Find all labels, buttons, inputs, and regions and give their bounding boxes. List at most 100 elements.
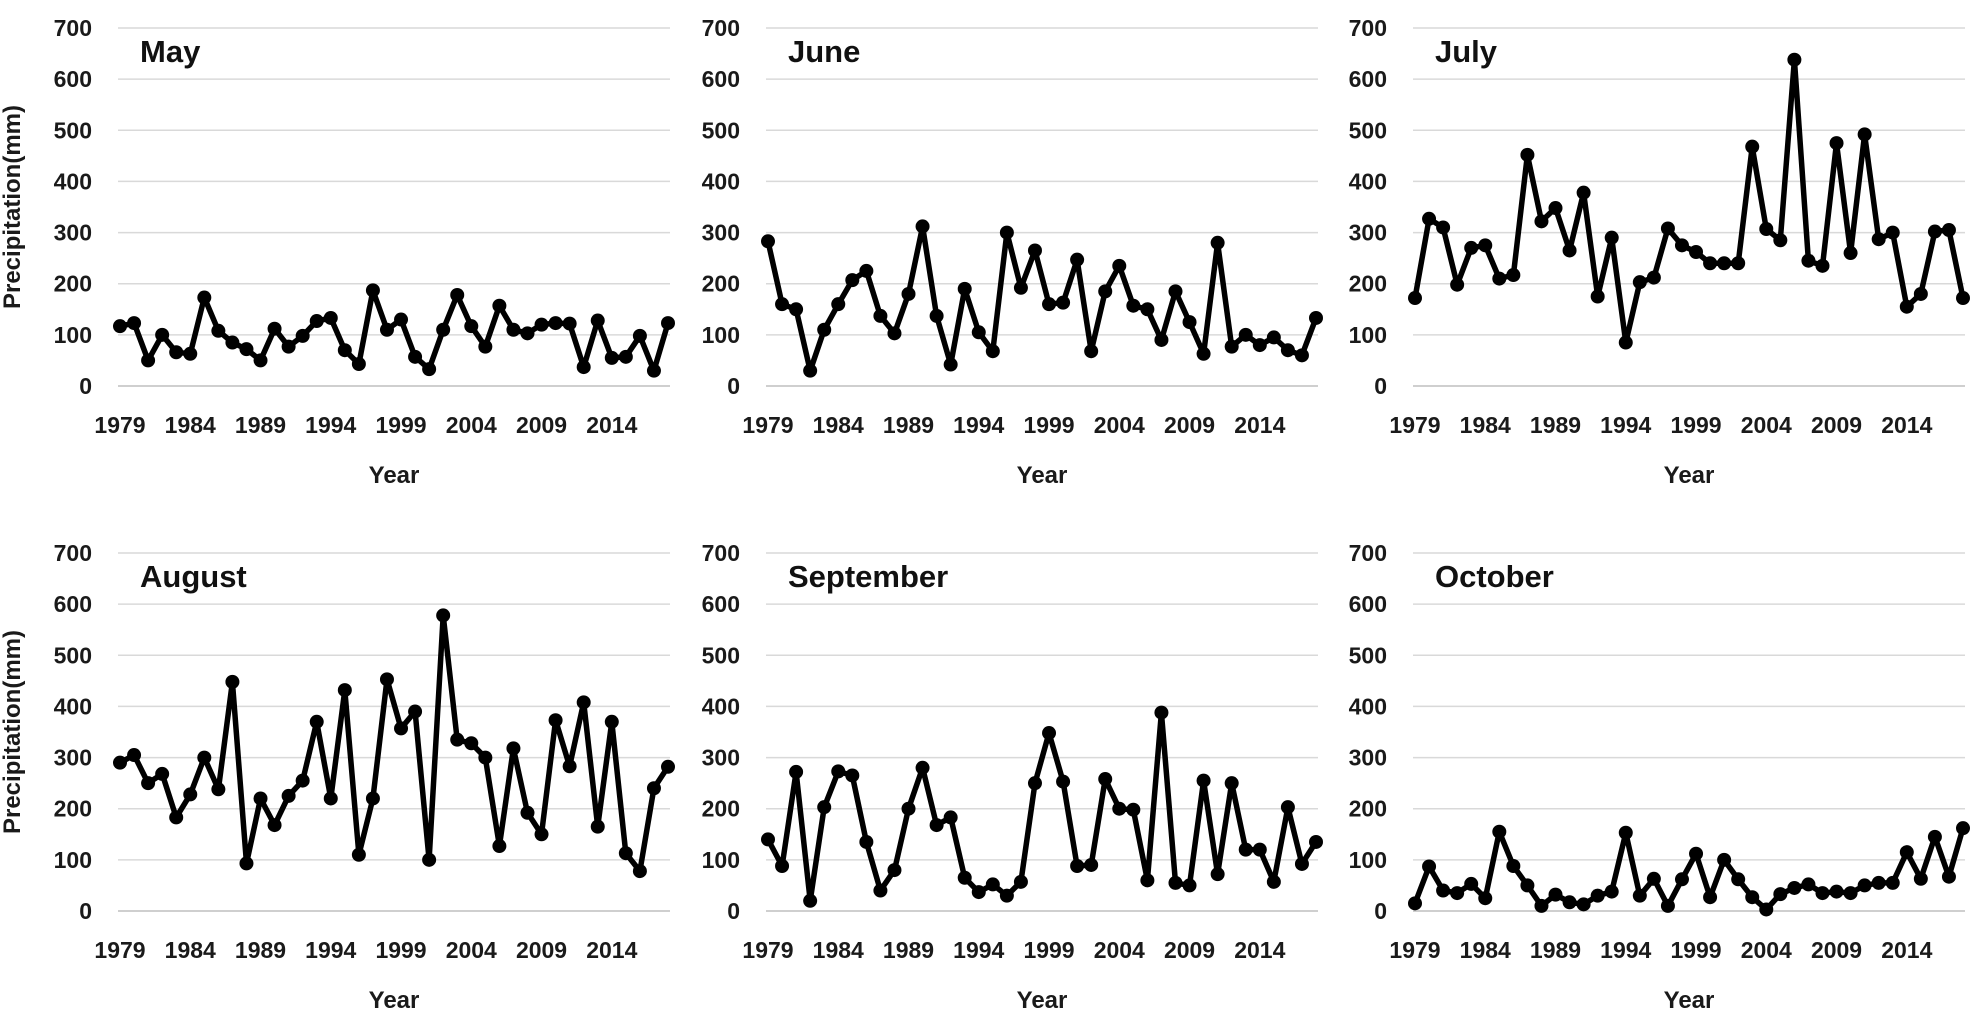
data-point <box>1126 298 1141 313</box>
x-tick-label: 1994 <box>1600 412 1651 438</box>
x-tick-label: 1979 <box>742 937 793 963</box>
data-point <box>831 764 846 779</box>
data-point <box>1941 223 1956 238</box>
data-point <box>1815 258 1830 273</box>
x-tick-label: 1999 <box>1670 937 1721 963</box>
data-point <box>309 314 324 329</box>
data-point <box>281 339 296 354</box>
chart-panel-september: 0 100 200 300 400 500 600 700 1979 1984 1989 1994 19… <box>702 540 1323 1013</box>
data-point <box>887 863 902 878</box>
data-point <box>999 888 1014 903</box>
x-tick-label: 1999 <box>375 412 426 438</box>
series-line <box>1412 827 1966 913</box>
data-point <box>1252 842 1267 857</box>
x-tick-label: 1999 <box>375 937 426 963</box>
data-point <box>985 877 1000 892</box>
data-point <box>1857 878 1872 893</box>
data-point <box>661 316 675 331</box>
data-point <box>1112 258 1127 273</box>
y-tick-label: 700 <box>1349 15 1387 41</box>
data-point <box>1154 332 1169 347</box>
data-point <box>1576 897 1591 912</box>
y-tick-label: 500 <box>702 642 740 668</box>
data-point <box>1829 136 1844 151</box>
data-point <box>1745 139 1760 154</box>
y-tick-label: 200 <box>702 271 740 297</box>
x-tick-label: 2014 <box>1234 412 1285 438</box>
y-tick-label: 300 <box>702 745 740 771</box>
data-point <box>1871 232 1886 247</box>
data-point <box>534 317 549 332</box>
x-tick-label: 1994 <box>305 937 356 963</box>
data-point <box>323 310 338 325</box>
x-tick-label: 1994 <box>305 412 356 438</box>
y-tick-label: 500 <box>54 642 92 668</box>
data-point <box>1309 834 1323 849</box>
data-point <box>1703 890 1718 905</box>
data-point <box>817 322 832 337</box>
data-point <box>450 732 465 747</box>
y-tick-label: 400 <box>1349 693 1387 719</box>
data-point <box>1731 256 1746 271</box>
x-axis-title: Year <box>1664 987 1715 1013</box>
data-point <box>1252 338 1267 353</box>
data-point <box>1224 339 1239 354</box>
data-point <box>1689 846 1704 861</box>
data-point <box>957 281 972 296</box>
data-point <box>1224 776 1239 791</box>
x-tick-label: 2009 <box>516 937 567 963</box>
data-point <box>1210 235 1225 250</box>
data-point <box>1042 297 1057 312</box>
x-tick-label: 1984 <box>165 412 216 438</box>
data-point <box>618 846 633 861</box>
data-point <box>534 827 549 842</box>
y-tick-label: 100 <box>54 847 92 873</box>
data-point <box>971 885 986 900</box>
data-point <box>295 328 310 343</box>
data-point <box>1266 874 1281 889</box>
x-tick-label: 1984 <box>813 937 864 963</box>
data-point <box>943 357 958 372</box>
x-tick-label: 1979 <box>94 412 145 438</box>
x-tick-label: 1994 <box>953 412 1004 438</box>
y-tick-label: 600 <box>702 591 740 617</box>
series-line <box>119 287 671 374</box>
data-point <box>1027 243 1042 258</box>
data-point <box>1590 888 1605 903</box>
data-point <box>1899 845 1914 860</box>
data-point <box>408 349 423 364</box>
data-point <box>873 308 888 323</box>
y-tick-label: 100 <box>1349 322 1387 348</box>
data-point <box>1674 872 1689 887</box>
data-point <box>169 345 184 360</box>
data-point <box>1927 224 1942 239</box>
data-point <box>1196 346 1211 361</box>
x-tick-label: 1984 <box>813 412 864 438</box>
data-point <box>1013 280 1028 295</box>
y-tick-label: 300 <box>1349 745 1387 771</box>
y-tick-label: 0 <box>1374 373 1387 399</box>
data-point <box>1422 859 1437 874</box>
x-tick-label: 2009 <box>1164 937 1215 963</box>
y-tick-label: 700 <box>54 15 92 41</box>
chart-title: October <box>1435 559 1554 594</box>
series-line <box>765 223 1319 374</box>
data-point <box>394 721 409 736</box>
data-point <box>183 346 198 361</box>
data-point <box>775 297 790 312</box>
data-point <box>1674 238 1689 253</box>
y-tick-label: 600 <box>702 66 740 92</box>
chart-title: May <box>140 34 201 69</box>
data-point <box>1787 52 1802 67</box>
series-line <box>118 612 671 874</box>
y-tick-label: 0 <box>79 898 92 924</box>
data-point <box>915 219 930 234</box>
data-point <box>281 788 296 803</box>
data-point <box>506 322 521 337</box>
data-point <box>1689 245 1704 260</box>
x-tick-label: 1999 <box>1023 412 1074 438</box>
data-point <box>520 805 535 820</box>
data-point <box>831 297 846 312</box>
data-point <box>1815 886 1830 901</box>
data-point <box>1450 277 1465 292</box>
